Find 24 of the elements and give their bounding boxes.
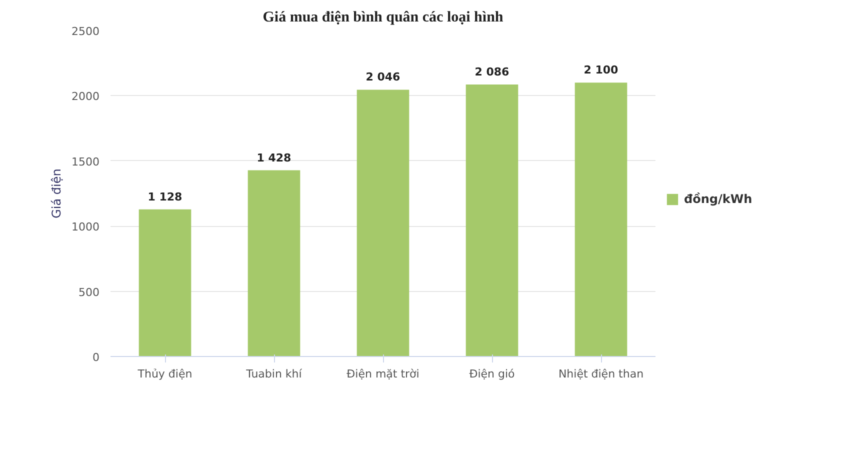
data-label: 1 428	[256, 151, 292, 164]
y-tick-label: 2500	[72, 25, 100, 38]
y-tick-label: 2000	[72, 90, 100, 104]
bar	[138, 209, 192, 356]
x-tick-label: Tuabin khí	[245, 368, 303, 380]
y-tick-label: 1500	[72, 155, 100, 168]
x-tick-label: Thủy điện	[136, 368, 192, 380]
y-tick-label: 500	[78, 286, 100, 299]
chart-title: Giá mua điện bình quân các loại hình	[262, 10, 504, 26]
bar	[466, 84, 518, 356]
legend-label: đồng/kWh	[684, 192, 752, 206]
bar	[356, 90, 410, 356]
data-label: 2 046	[366, 70, 401, 84]
x-tick-label: Điện gió	[469, 368, 516, 380]
x-tick-label: Điện mặt trời	[346, 368, 420, 380]
data-label: 2 100	[584, 64, 619, 77]
y-axis-title: Giá điện	[50, 168, 64, 218]
y-tick-label: 1000	[72, 220, 100, 234]
bar	[574, 82, 628, 356]
x-tick-label: Nhiệt điện than	[558, 368, 644, 380]
bar	[248, 170, 300, 356]
data-label: 2 086	[474, 65, 510, 78]
data-label: 1 128	[148, 190, 182, 204]
y-tick-label: 0	[92, 351, 100, 364]
